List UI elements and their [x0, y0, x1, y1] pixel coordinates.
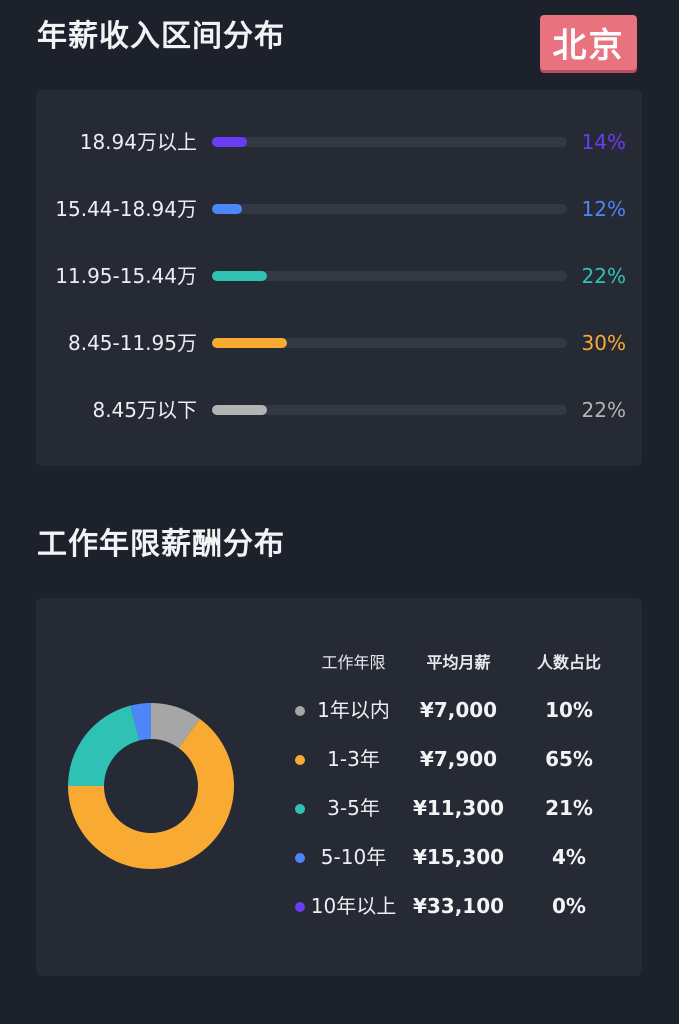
bar-row: 11.95-15.44万 22% — [36, 261, 642, 321]
bar-row: 8.45-11.95万 30% — [36, 328, 642, 388]
table-cell-ratio: 0% — [552, 894, 586, 918]
table-row: 1年以内 ¥7,000 10% — [36, 692, 642, 728]
bar-value-label: 14% — [581, 130, 626, 154]
table-cell-salary: ¥33,100 — [412, 894, 505, 918]
legend-dot — [295, 706, 305, 716]
bar-row: 15.44-18.94万 12% — [36, 194, 642, 254]
bar-row: 18.94万以上 14% — [36, 127, 642, 187]
table-cell-ratio: 4% — [552, 845, 586, 869]
bar-track — [212, 405, 567, 415]
table-cell-salary: ¥7,900 — [419, 747, 498, 771]
table-row: 10年以上 ¥33,100 0% — [36, 888, 642, 924]
bar-track — [212, 271, 567, 281]
bar-category-label: 8.45-11.95万 — [67, 331, 197, 355]
bar-value-label: 22% — [581, 398, 626, 422]
income-distribution-title: 年薪收入区间分布 — [37, 19, 285, 54]
donut-slice — [68, 705, 140, 786]
table-cell-period: 5-10年 — [320, 845, 387, 869]
bar-value-label: 12% — [581, 197, 626, 221]
bar-fill — [212, 338, 287, 348]
city-badge[interactable]: 北京 — [540, 15, 637, 70]
bar-value-label: 22% — [581, 264, 626, 288]
bar-fill — [212, 204, 242, 214]
table-header-ratio: 人数占比 — [536, 653, 601, 672]
bar-track — [212, 204, 567, 214]
table-cell-period: 10年以上 — [310, 894, 397, 918]
bar-category-label: 11.95-15.44万 — [55, 264, 197, 288]
experience-donut-chart — [68, 703, 235, 869]
table-cell-ratio: 10% — [545, 698, 593, 722]
table-cell-salary: ¥7,000 — [419, 698, 498, 722]
bar-track — [212, 338, 567, 348]
bar-fill — [212, 405, 267, 415]
bar-category-label: 15.44-18.94万 — [55, 197, 197, 221]
table-row: 3-5年 ¥11,300 21% — [36, 790, 642, 826]
table-cell-salary: ¥15,300 — [412, 845, 505, 869]
experience-salary-title: 工作年限薪酬分布 — [37, 527, 285, 562]
income-distribution-card: 18.94万以上 14% 15.44-18.94万 12% 11.95-15.44万 22… — [36, 90, 642, 466]
table-row: 5-10年 ¥15,300 4% — [36, 839, 642, 875]
legend-dot — [295, 853, 305, 863]
bar-fill — [212, 137, 247, 147]
legend-dot — [295, 902, 305, 912]
table-cell-period: 1年以内 — [317, 698, 390, 722]
donut-slice — [68, 718, 235, 869]
bar-row: 8.45万以下 22% — [36, 395, 642, 455]
bar-fill — [212, 271, 267, 281]
donut-slice — [130, 703, 151, 741]
table-row: 1-3年 ¥7,900 65% — [36, 741, 642, 777]
donut-slice — [151, 703, 200, 748]
bar-value-label: 30% — [581, 331, 626, 355]
legend-dot — [295, 755, 305, 765]
table-cell-period: 1-3年 — [327, 747, 380, 771]
table-header-salary: 平均月薪 — [426, 653, 491, 672]
bar-category-label: 8.45万以下 — [92, 398, 197, 422]
bar-category-label: 18.94万以上 — [79, 130, 197, 154]
table-cell-ratio: 65% — [545, 747, 593, 771]
bar-track — [212, 137, 567, 147]
table-cell-salary: ¥11,300 — [412, 796, 505, 820]
experience-salary-card: 工作年限 平均月薪 人数占比 1年以内 ¥7,000 10% 1-3年 ¥7,900 65… — [36, 598, 642, 976]
table-cell-period: 3-5年 — [327, 796, 380, 820]
table-cell-ratio: 21% — [545, 796, 593, 820]
legend-dot — [295, 804, 305, 814]
table-header-period: 工作年限 — [321, 653, 386, 672]
